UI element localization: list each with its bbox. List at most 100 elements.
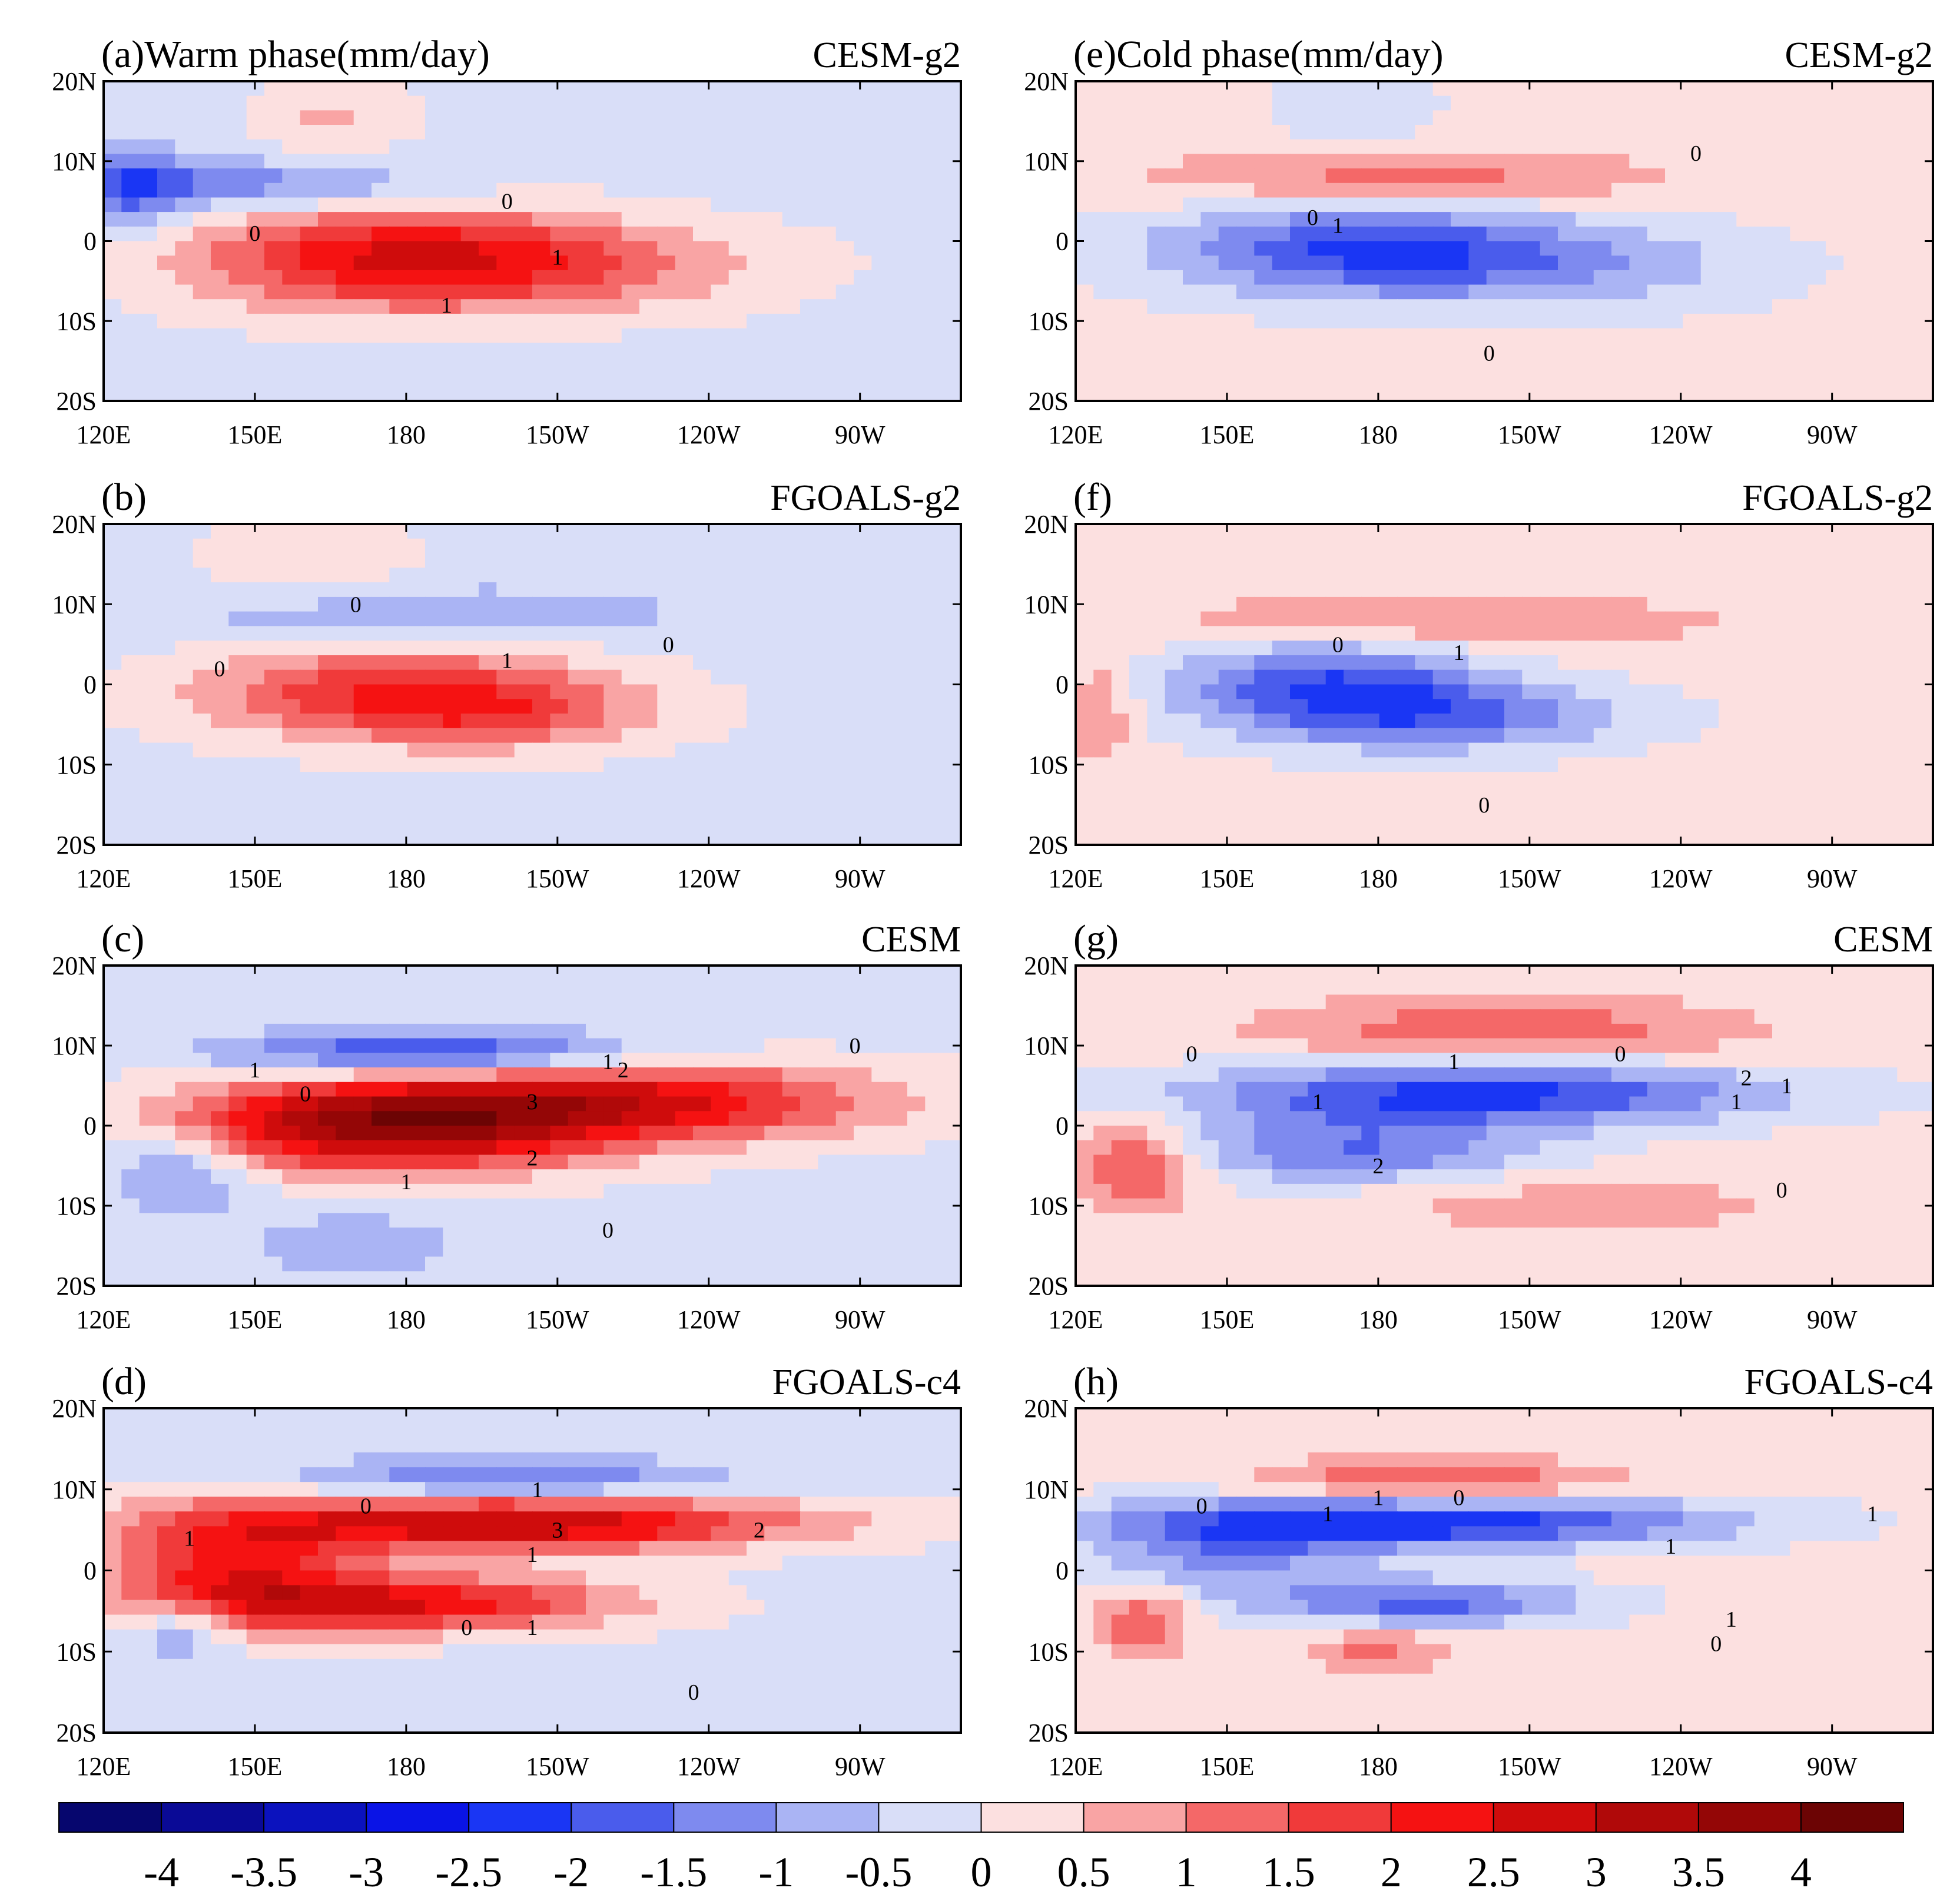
field-cell (318, 582, 337, 598)
field-cell (460, 538, 479, 554)
field-cell (175, 241, 194, 256)
field-cell (764, 1213, 783, 1228)
field-cell (246, 357, 265, 373)
field-cell (943, 1111, 961, 1126)
field-cell (639, 1673, 658, 1689)
field-cell (800, 1688, 819, 1704)
field-cell (1665, 95, 1684, 111)
field-cell (282, 197, 301, 213)
field-cell (747, 1452, 765, 1468)
field-cell (1111, 125, 1130, 140)
field-cell (800, 212, 819, 227)
field-cell (639, 1242, 658, 1258)
field-cell (479, 168, 498, 184)
field-cell (211, 1242, 230, 1258)
field-cell (621, 212, 640, 227)
y-tick-label: 20S (57, 387, 97, 416)
field-cell (550, 626, 569, 641)
field-cell (907, 1688, 926, 1704)
field-cell (925, 1408, 944, 1424)
field-cell (818, 1673, 837, 1689)
field-cell (907, 1213, 926, 1228)
field-cell (818, 1452, 837, 1468)
field-cell (139, 786, 158, 802)
field-cell (157, 1541, 176, 1557)
field-cell (479, 1053, 498, 1068)
field-cell (907, 1228, 926, 1243)
field-cell (586, 786, 605, 802)
field-cell (1397, 212, 1416, 227)
field-cell (943, 1673, 961, 1689)
field-cell (818, 1198, 837, 1214)
field-cell (871, 1600, 890, 1615)
field-cell (175, 1600, 194, 1615)
field-cell (479, 1511, 498, 1527)
field-cell (907, 524, 926, 539)
field-cell (121, 1213, 140, 1228)
field-cell (389, 684, 408, 700)
field-cell (389, 299, 408, 314)
field-cell (657, 1673, 676, 1689)
field-cell (1808, 81, 1826, 97)
contour-label: 3 (552, 1518, 563, 1543)
field-cell (586, 371, 605, 387)
field-cell (907, 1183, 926, 1199)
field-cell (889, 1644, 908, 1660)
field-cell (925, 582, 944, 598)
field-cell (747, 154, 765, 169)
field-cell (282, 1228, 301, 1243)
field-cell (318, 1555, 337, 1571)
field-cell (586, 1067, 605, 1083)
field-cell (1576, 197, 1594, 213)
field-cell (443, 699, 462, 714)
field-cell (943, 1688, 961, 1704)
field-cell (407, 328, 426, 344)
field-cell (1629, 197, 1648, 213)
field-cell (1790, 241, 1809, 256)
field-cell (782, 1154, 801, 1170)
field-cell (800, 1467, 819, 1482)
field-cell (782, 241, 801, 256)
field-cell (532, 154, 551, 169)
field-cell (228, 1096, 247, 1112)
field-cell (318, 742, 337, 758)
field-cell (246, 772, 265, 787)
field-cell (675, 1154, 694, 1170)
field-cell (460, 1688, 479, 1704)
field-cell (246, 1198, 265, 1214)
field-cell (353, 1688, 372, 1704)
field-cell (372, 284, 390, 300)
field-cell (460, 1183, 479, 1199)
field-cell (104, 699, 122, 714)
field-cell (318, 1067, 337, 1083)
field-cell (389, 1242, 408, 1258)
field-cell (586, 386, 605, 402)
field-cell (835, 313, 854, 329)
field-cell (121, 1614, 140, 1630)
field-cell (586, 110, 605, 125)
field-cell (586, 1111, 605, 1126)
field-cell (586, 1541, 605, 1557)
field-cell (800, 1673, 819, 1689)
field-cell (193, 994, 211, 1010)
field-cell (835, 1555, 854, 1571)
field-cell (300, 742, 319, 758)
field-cell (621, 1438, 640, 1453)
field-cell (175, 371, 194, 387)
field-cell (318, 611, 337, 627)
field-cell (711, 256, 729, 271)
field-cell (568, 1673, 586, 1689)
field-cell (586, 1673, 605, 1689)
field-cell (657, 226, 676, 242)
field-cell (407, 110, 426, 125)
field-cell (193, 226, 211, 242)
field-cell (228, 714, 247, 729)
field-cell (264, 1096, 283, 1112)
field-cell (479, 1614, 498, 1630)
field-cell (925, 1555, 944, 1571)
field-cell (639, 1511, 658, 1527)
field-cell (889, 1009, 908, 1024)
field-cell (228, 1673, 247, 1689)
field-cell (603, 1614, 622, 1630)
y-tick-label: 10S (57, 1192, 97, 1220)
